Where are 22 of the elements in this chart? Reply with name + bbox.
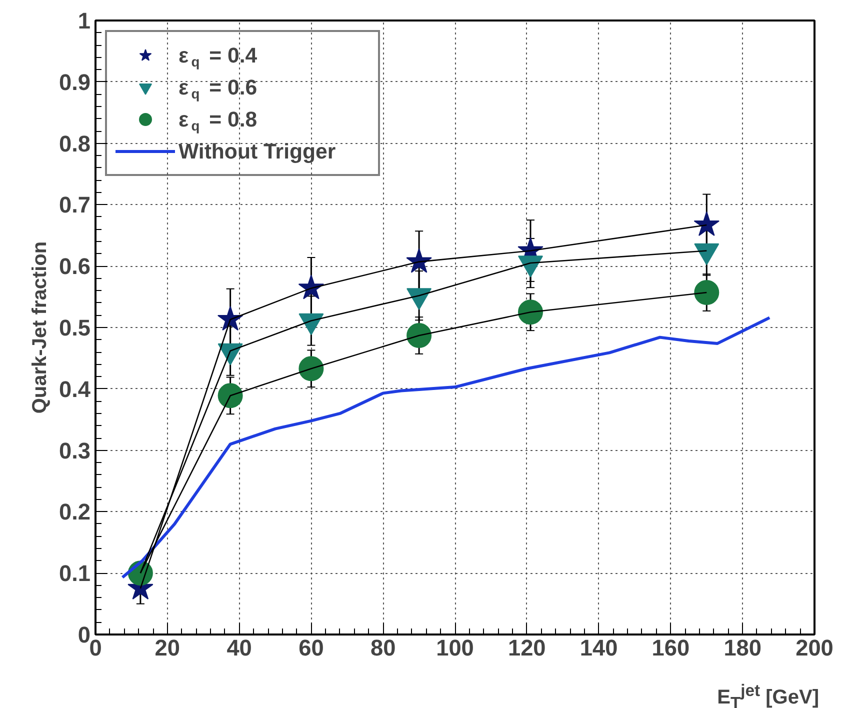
y-tick-label: 0.6: [59, 253, 91, 280]
y-tick-label: 0.9: [59, 68, 91, 95]
y-tick-label: 0.8: [59, 130, 91, 156]
legend-label: Without Trigger: [178, 140, 336, 164]
x-tick-label: 140: [580, 634, 618, 660]
x-tick-label: 80: [370, 634, 396, 660]
y-tick-label: 0.4: [59, 376, 91, 402]
x-tick-label: 100: [436, 634, 474, 660]
x-tick-label: 20: [154, 634, 180, 660]
y-tick-label: 0.5: [59, 314, 91, 340]
y-tick-label: 0.3: [59, 437, 91, 464]
x-tick-label: 200: [796, 634, 834, 660]
x-tick-label: 180: [724, 634, 762, 660]
y-tick-label: 0.1: [59, 560, 91, 586]
y-tick-label: 0.2: [59, 498, 91, 525]
y-tick-label: 0.7: [59, 192, 91, 218]
x-tick-label: 160: [652, 634, 690, 660]
x-tick-label: 120: [508, 634, 546, 660]
x-tick-label: 60: [298, 634, 324, 660]
y-axis-title: Quark-Jet fraction: [29, 241, 52, 414]
y-tick-label: 1: [78, 8, 91, 34]
x-tick-label: 40: [226, 634, 252, 660]
